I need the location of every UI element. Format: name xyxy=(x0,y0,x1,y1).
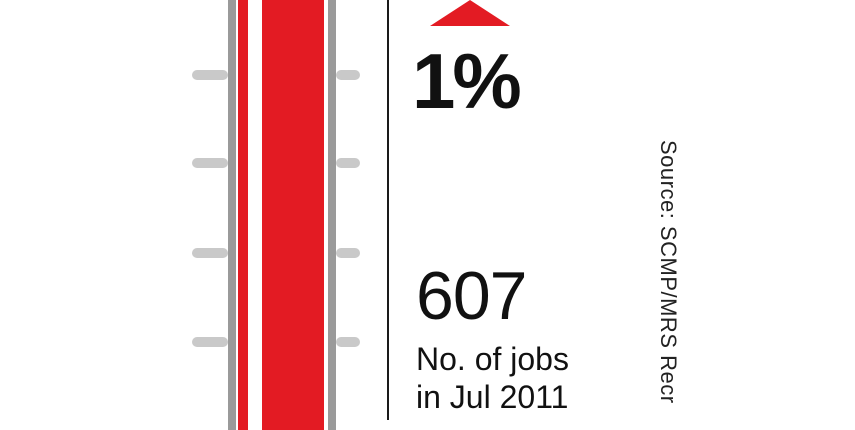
source-credit: Source: SCMP/MRS Recr xyxy=(656,140,681,404)
up-arrow-icon xyxy=(430,0,510,26)
tick-left-4 xyxy=(192,337,228,347)
tick-right-1 xyxy=(336,70,360,80)
change-percentage: 1% xyxy=(412,37,522,125)
tick-left-3 xyxy=(192,248,228,258)
tick-left-1 xyxy=(192,70,228,80)
tick-right-4 xyxy=(336,337,360,347)
vertical-divider xyxy=(387,0,389,420)
jobs-caption: No. of jobs in Jul 2011 xyxy=(416,340,569,416)
tick-right-2 xyxy=(336,158,360,168)
thermometer-graphic xyxy=(0,0,380,430)
thermometer-mercury xyxy=(262,0,324,430)
thermometer-highlight-stripe xyxy=(238,0,248,430)
tick-right-3 xyxy=(336,248,360,258)
jobs-caption-line-1: No. of jobs xyxy=(416,341,569,377)
tick-left-2 xyxy=(192,158,228,168)
jobs-caption-line-2: in Jul 2011 xyxy=(416,379,569,415)
jobs-count: 607 xyxy=(416,258,527,334)
